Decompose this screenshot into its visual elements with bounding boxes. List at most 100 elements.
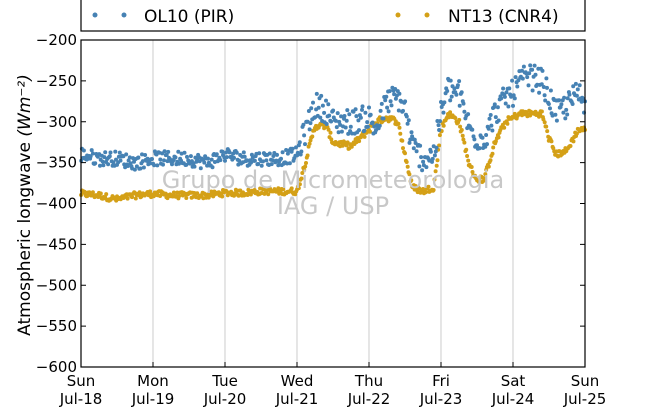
- series-0-point: [256, 162, 261, 166]
- series-1-point: [409, 178, 414, 183]
- series-0-point: [103, 150, 108, 155]
- series-0-point: [488, 113, 493, 117]
- series-0-point: [164, 152, 169, 157]
- series-0-point: [565, 112, 570, 117]
- series-0-point: [106, 162, 111, 167]
- series-1-point: [103, 195, 108, 200]
- series-1-point: [458, 124, 463, 129]
- series-1-point: [220, 194, 225, 199]
- x-tick-date-1: Jul-19: [131, 390, 175, 408]
- x-tick-day-1: Mon: [137, 372, 169, 390]
- series-1-point: [400, 138, 405, 143]
- series-0-point: [477, 146, 482, 151]
- series-0-point: [493, 115, 498, 120]
- series-1-point: [303, 164, 308, 169]
- x-tick-day-2: Tue: [211, 372, 238, 390]
- series-0-point: [405, 121, 410, 126]
- series-1-point: [177, 194, 182, 199]
- series-0-point: [319, 93, 324, 98]
- series-0-point: [136, 155, 141, 160]
- series-0-point: [326, 102, 331, 107]
- series-0-point: [339, 129, 344, 134]
- series-0-point: [421, 159, 426, 164]
- series-1-point: [574, 131, 579, 136]
- series-1-point: [266, 192, 271, 197]
- series-0-point: [117, 150, 122, 155]
- series-0-point: [563, 116, 568, 121]
- watermark: Grupo de Micrometeorologia IAG / USP: [162, 166, 504, 220]
- series-1-point: [465, 154, 470, 158]
- series-0-point: [442, 100, 447, 105]
- y-axis: −600 −550 −500 −450 −400 −350 −300 −250 −200: [36, 31, 585, 376]
- series-points: [79, 63, 587, 203]
- series-1-point: [571, 139, 576, 144]
- series-0-point: [302, 133, 307, 138]
- x-tick-date-4: Jul-22: [347, 390, 391, 408]
- series-0-point: [437, 128, 442, 132]
- series-1-point: [304, 161, 308, 165]
- series-0-point: [118, 158, 123, 163]
- series-1-point: [483, 172, 488, 177]
- series-0-point: [404, 114, 409, 119]
- series-1-point: [490, 151, 495, 156]
- x-tick-date-2: Jul-20: [203, 390, 247, 408]
- series-0-point: [294, 145, 298, 150]
- series-0-point: [148, 161, 153, 166]
- series-0-point: [554, 118, 559, 123]
- series-0-point: [152, 163, 157, 168]
- series-0-point: [101, 163, 106, 168]
- series-0-point: [158, 157, 163, 162]
- series-0-point: [337, 119, 342, 124]
- series-0-point: [298, 152, 303, 157]
- series-0-point: [331, 108, 336, 113]
- series-0-point: [441, 110, 446, 115]
- y-axis-title: Atmospheric longwave (Wm⁻²): [15, 74, 35, 336]
- series-0-point: [570, 102, 575, 106]
- series-1-point: [310, 134, 315, 139]
- series-0-point: [128, 161, 133, 166]
- watermark-line-2: IAG / USP: [277, 192, 389, 220]
- series-0-point: [267, 151, 272, 156]
- series-0-point: [357, 128, 361, 133]
- series-0-point: [362, 128, 367, 133]
- series-1-point: [502, 125, 507, 130]
- series-1-point: [568, 144, 573, 148]
- x-tick-day-4: Thu: [354, 372, 383, 390]
- series-0-point: [459, 90, 464, 95]
- series-0-point: [192, 164, 197, 169]
- x-tick-date-7: Jul-25: [563, 390, 607, 408]
- series-1-point: [460, 133, 465, 138]
- series-0-point: [403, 99, 408, 104]
- series-0-point: [296, 143, 301, 148]
- series-0-point: [360, 104, 365, 109]
- series-0-point: [299, 149, 304, 154]
- series-0-point: [249, 160, 253, 165]
- series-0-point: [511, 103, 515, 108]
- x-tick-day-3: Wed: [281, 372, 314, 390]
- series-0-point: [484, 133, 489, 137]
- series-0-point: [539, 82, 544, 87]
- series-0-point: [93, 161, 98, 166]
- series-0-point: [548, 88, 553, 93]
- series-0-point: [347, 112, 352, 117]
- series-0-point: [433, 149, 438, 154]
- series-0-point: [559, 102, 564, 107]
- series-0-point: [275, 152, 279, 157]
- series-1-point: [551, 146, 556, 151]
- series-0-point: [290, 146, 295, 151]
- series-0-point: [234, 150, 239, 155]
- series-0-point: [525, 75, 530, 80]
- series-0-point: [314, 91, 319, 96]
- series-1-point: [104, 192, 109, 197]
- series-1-point: [413, 184, 418, 188]
- series-0-point: [223, 158, 227, 163]
- y-tick-label-4: −400: [36, 195, 77, 213]
- series-0-point: [562, 95, 567, 100]
- series-1-point: [302, 167, 307, 172]
- series-0-point: [378, 108, 383, 113]
- series-1: [79, 108, 587, 203]
- series-0-point: [227, 150, 232, 155]
- series-1-point: [434, 163, 439, 168]
- series-1-point: [184, 196, 189, 200]
